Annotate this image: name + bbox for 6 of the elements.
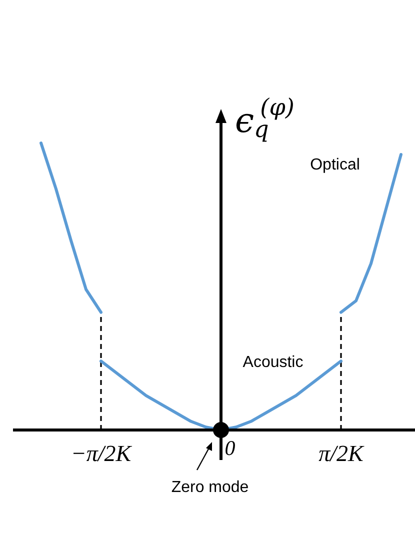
x-tick-label: π/2K <box>318 441 366 466</box>
series-label: Acoustic <box>242 354 304 372</box>
x-tick-label: −π/2K <box>70 441 133 466</box>
text: Zero mode <box>171 479 249 496</box>
x-tick-label: 0 <box>224 436 236 460</box>
text: Optical <box>310 156 360 174</box>
